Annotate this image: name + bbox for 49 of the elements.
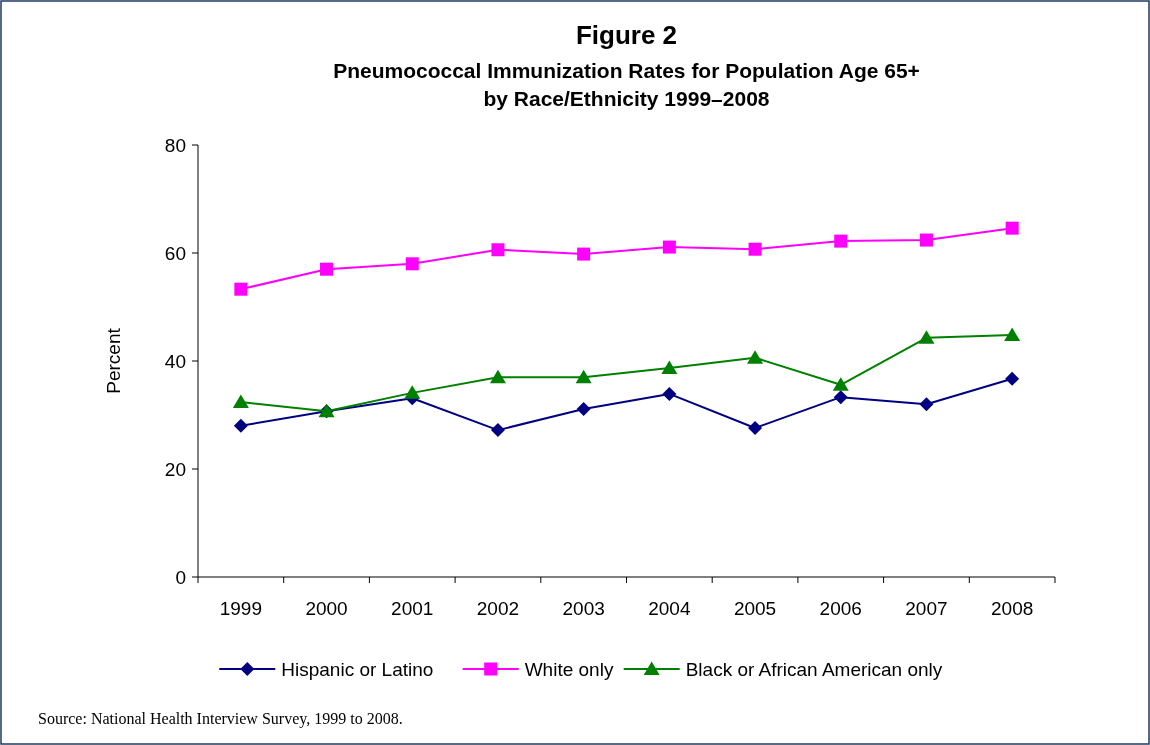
legend-label: Hispanic or Latino: [281, 658, 434, 680]
point: [662, 386, 677, 401]
x-tick-label: 2004: [648, 598, 691, 619]
point: [1005, 371, 1020, 386]
point: [320, 262, 334, 276]
point: [834, 234, 848, 248]
source-note: Source: National Health Interview Survey, 1999 to 2008.: [38, 710, 403, 728]
y-tick-label: 20: [164, 458, 186, 480]
y-axis-title: Percent: [103, 327, 124, 394]
y-tick-label: 60: [164, 242, 186, 264]
y-tick-label: 80: [164, 134, 186, 156]
point: [1004, 327, 1021, 342]
point: [404, 385, 421, 399]
point: [576, 402, 591, 417]
x-tick-label: 2001: [391, 598, 434, 619]
point: [575, 369, 592, 384]
x-tick-label: 2008: [991, 598, 1034, 619]
y-tick-label: 0: [175, 566, 186, 588]
point: [489, 369, 506, 384]
point: [919, 233, 933, 247]
point: [577, 247, 591, 261]
point: [1005, 221, 1019, 235]
x-tick-label: 2002: [476, 598, 520, 619]
legend-label: Black or African American only: [685, 658, 943, 680]
point: [661, 360, 678, 375]
chart-title: Figure 2: [575, 20, 678, 50]
x-tick-label: 2005: [733, 598, 777, 619]
legend-label: White only: [524, 658, 614, 680]
x-tick-label: 1999: [219, 598, 262, 619]
point: [833, 390, 848, 405]
point: [232, 394, 249, 409]
point: [919, 397, 934, 412]
x-tick-label: 2006: [819, 598, 862, 619]
point: [832, 377, 849, 391]
point: [234, 282, 248, 296]
x-tick-label: 2000: [305, 598, 348, 619]
point: [405, 257, 419, 271]
x-tick-label: 2003: [562, 598, 605, 619]
point: [491, 243, 505, 257]
x-tick-label: 2007: [905, 598, 948, 619]
point: [662, 240, 676, 254]
point: [747, 350, 764, 364]
point: [748, 242, 762, 256]
y-tick-label: 40: [164, 350, 186, 372]
chart-subtitle: Pneumococcal Immunization Rates for Population Age 65+ by Race/Ethnicity 1999–2008: [333, 59, 920, 110]
point: [748, 420, 763, 435]
point: [233, 418, 248, 433]
point: [490, 423, 505, 438]
point: [918, 330, 935, 344]
